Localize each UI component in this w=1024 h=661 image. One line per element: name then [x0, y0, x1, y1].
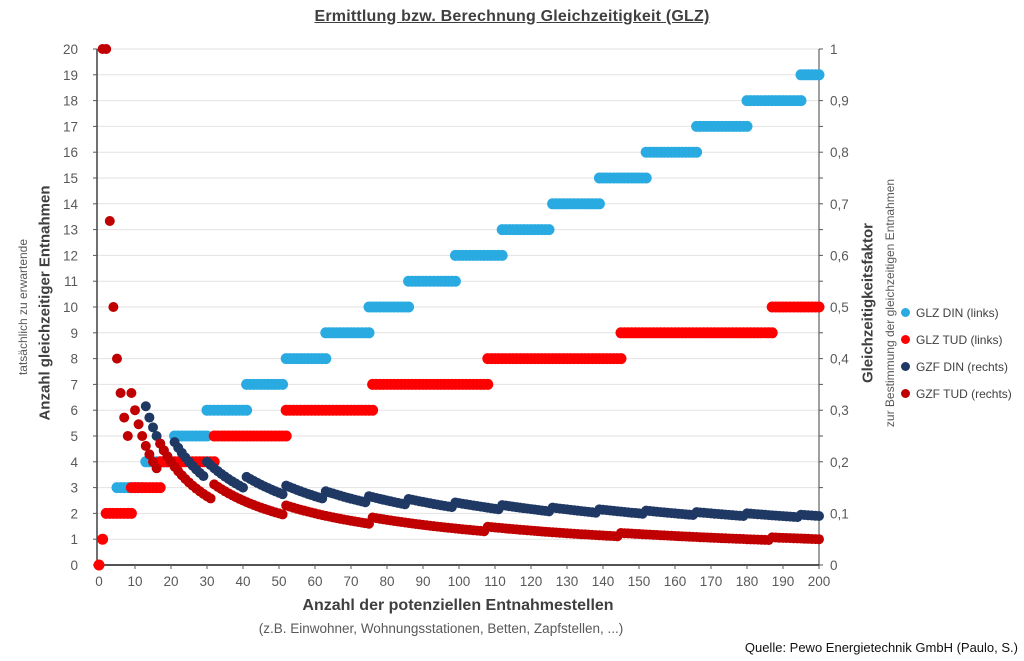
legend: GLZ DIN (links) GLZ TUD (links) GZF DIN (r…	[901, 299, 1012, 407]
svg-text:0,8: 0,8	[830, 145, 849, 160]
x-axis-subtitle: (z.B. Einwohner, Wohnungsstationen, Bett…	[258, 621, 624, 636]
svg-text:3: 3	[70, 481, 78, 496]
svg-text:170: 170	[700, 574, 723, 589]
svg-text:0,3: 0,3	[830, 403, 849, 418]
svg-text:2: 2	[70, 506, 78, 521]
svg-text:8: 8	[70, 352, 78, 367]
legend-label: GLZ TUD (links)	[916, 332, 1003, 347]
chart-title: Ermittlung bzw. Berechnung Gleichzeitigk…	[314, 8, 710, 25]
svg-text:50: 50	[271, 574, 286, 589]
x-axis-title: Anzahl der potenziellen Entnahmestellen	[302, 597, 614, 614]
svg-text:1: 1	[830, 42, 838, 57]
svg-text:0,4: 0,4	[830, 352, 849, 367]
legend-item: GLZ TUD (links)	[901, 326, 1012, 353]
svg-text:15: 15	[63, 171, 78, 186]
svg-text:70: 70	[343, 574, 358, 589]
legend-label: GZF DIN (rechts)	[916, 359, 1008, 374]
svg-text:5: 5	[70, 429, 78, 444]
svg-text:17: 17	[63, 119, 78, 134]
svg-text:10: 10	[63, 300, 78, 315]
legend-item: GZF DIN (rechts)	[901, 353, 1012, 380]
svg-text:80: 80	[379, 574, 394, 589]
svg-text:130: 130	[556, 574, 579, 589]
legend-item: GLZ DIN (links)	[901, 299, 1012, 326]
svg-text:12: 12	[63, 248, 78, 263]
svg-text:6: 6	[70, 403, 78, 418]
svg-text:20: 20	[63, 42, 78, 57]
legend-marker-icon	[901, 389, 910, 398]
svg-text:110: 110	[484, 574, 506, 589]
svg-text:40: 40	[235, 574, 250, 589]
svg-text:60: 60	[307, 574, 322, 589]
svg-text:11: 11	[64, 274, 78, 289]
legend-marker-icon	[901, 308, 910, 317]
svg-text:0,2: 0,2	[830, 455, 849, 470]
svg-text:1: 1	[70, 532, 78, 547]
svg-text:0,9: 0,9	[830, 94, 849, 109]
svg-text:14: 14	[63, 197, 79, 212]
svg-text:20: 20	[163, 574, 178, 589]
svg-text:4: 4	[70, 455, 78, 470]
legend-label: GZF TUD (rechts)	[916, 386, 1012, 401]
svg-text:200: 200	[808, 574, 831, 589]
svg-text:10: 10	[127, 574, 142, 589]
svg-text:0,1: 0,1	[830, 506, 849, 521]
legend-label: GLZ DIN (links)	[916, 305, 999, 320]
legend-marker-icon	[901, 362, 910, 371]
svg-text:140: 140	[592, 574, 615, 589]
svg-text:0: 0	[830, 558, 838, 573]
svg-text:19: 19	[63, 68, 78, 83]
svg-text:120: 120	[520, 574, 543, 589]
svg-text:160: 160	[664, 574, 687, 589]
svg-text:0,6: 0,6	[830, 248, 849, 263]
svg-text:0,5: 0,5	[830, 300, 849, 315]
svg-text:30: 30	[199, 574, 214, 589]
svg-text:18: 18	[63, 94, 78, 109]
svg-text:0: 0	[70, 558, 78, 573]
svg-text:0,7: 0,7	[830, 197, 849, 212]
svg-text:13: 13	[63, 223, 78, 238]
svg-text:7: 7	[70, 377, 78, 392]
source-credit: Quelle: Pewo Energietechnik GmbH (Paulo,…	[744, 640, 1018, 655]
legend-item: GZF TUD (rechts)	[901, 380, 1012, 407]
svg-text:0: 0	[95, 574, 103, 589]
svg-text:190: 190	[772, 574, 795, 589]
svg-text:100: 100	[448, 574, 471, 589]
svg-text:90: 90	[415, 574, 430, 589]
svg-text:9: 9	[70, 326, 78, 341]
svg-text:180: 180	[736, 574, 759, 589]
svg-text:150: 150	[628, 574, 651, 589]
svg-text:16: 16	[63, 145, 78, 160]
legend-marker-icon	[901, 335, 910, 344]
